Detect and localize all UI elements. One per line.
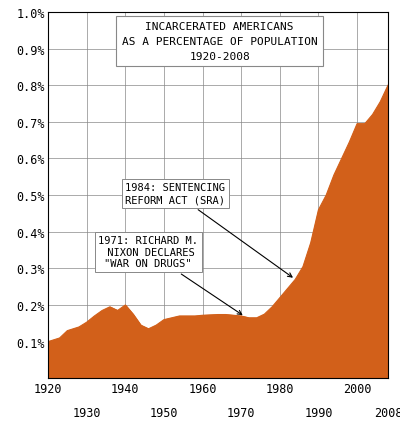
- Text: 1950: 1950: [150, 406, 178, 419]
- Text: 1984: SENTENCING
REFORM ACT (SRA): 1984: SENTENCING REFORM ACT (SRA): [125, 183, 292, 277]
- Text: 2008: 2008: [374, 406, 400, 419]
- Text: 1990: 1990: [304, 406, 333, 419]
- Text: 1970: 1970: [227, 406, 256, 419]
- Text: 1971: RICHARD M.
 NIXON DECLARES
"WAR ON DRUGS": 1971: RICHARD M. NIXON DECLARES "WAR ON …: [98, 236, 242, 315]
- Text: 1930: 1930: [72, 406, 101, 419]
- Text: INCARCERATED AMERICANS
AS A PERCENTAGE OF POPULATION
1920-2008: INCARCERATED AMERICANS AS A PERCENTAGE O…: [122, 22, 318, 61]
